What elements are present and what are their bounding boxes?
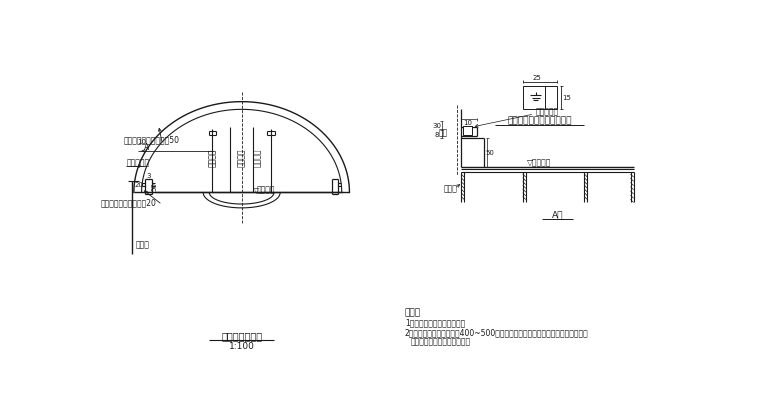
Text: 10: 10 — [464, 120, 473, 126]
Text: 隧道中线: 隧道中线 — [237, 148, 246, 167]
Text: 1:100: 1:100 — [229, 342, 255, 351]
Text: 15: 15 — [562, 95, 571, 101]
Text: 3: 3 — [146, 173, 150, 178]
Text: 50: 50 — [152, 182, 157, 191]
Text: 10: 10 — [137, 139, 146, 146]
Text: 接地极: 接地极 — [135, 240, 149, 249]
Text: 焊接: 焊接 — [439, 129, 448, 138]
Text: 25: 25 — [533, 75, 542, 81]
Text: 桩体引下线: 桩体引下线 — [126, 159, 149, 168]
Text: 内轨顶面: 内轨顶面 — [257, 186, 276, 195]
Text: 接地引下线露出隧道管50: 接地引下线露出隧道管50 — [124, 136, 180, 145]
Text: 8: 8 — [435, 132, 439, 138]
Text: A剖: A剖 — [552, 210, 563, 219]
Bar — [463, 126, 472, 135]
Text: 线路中线: 线路中线 — [252, 148, 261, 167]
Text: 附注：: 附注： — [405, 308, 421, 317]
Text: 接地极标志: 接地极标志 — [536, 107, 559, 116]
Text: 隧道接地极均设于线路一侧。: 隧道接地极均设于线路一侧。 — [411, 337, 471, 346]
Text: 线路中线: 线路中线 — [208, 148, 217, 167]
Bar — [523, 86, 556, 109]
Text: ▽: ▽ — [254, 188, 259, 194]
Text: 接地极: 接地极 — [443, 184, 458, 193]
Text: 30: 30 — [432, 123, 442, 129]
Text: 50: 50 — [485, 150, 494, 156]
Text: A: A — [144, 143, 150, 152]
Text: 隧道接地示意图: 隧道接地示意图 — [221, 332, 262, 342]
Text: 接地引下线露出处理塞20: 接地引下线露出处理塞20 — [101, 199, 157, 208]
Text: 1、本图尺寸均以厘米来计。: 1、本图尺寸均以厘米来计。 — [405, 318, 465, 327]
Text: ▽内轨顶面: ▽内轨顶面 — [527, 159, 551, 168]
Text: 20: 20 — [135, 182, 144, 188]
Text: 2、接地极距每间隔不大于400~500米设一处，双线隧道为上下行共用，单、双线: 2、接地极距每间隔不大于400~500米设一处，双线隧道为上下行共用，单、双线 — [405, 328, 589, 337]
Text: 引下线与接地极标志放大图: 引下线与接地极标志放大图 — [508, 116, 572, 126]
